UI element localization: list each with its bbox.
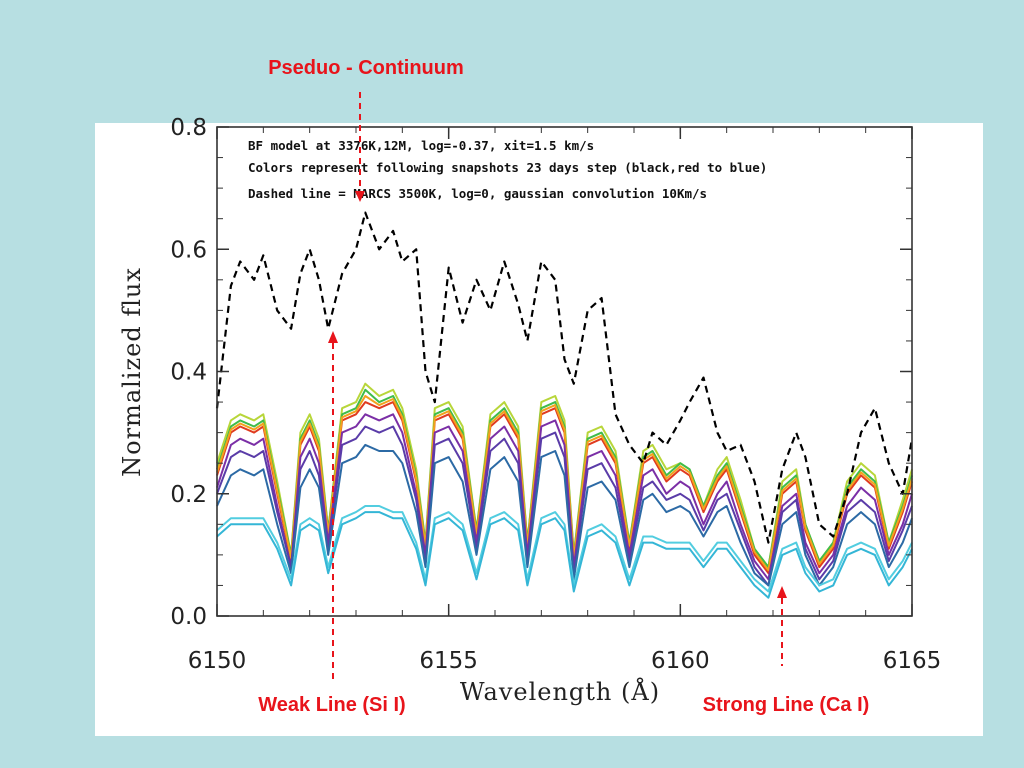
x-tick-label: 6150 [188,648,247,674]
callout-weak-line-arrowhead [328,331,338,343]
callout-weak-line: Weak Line (Si I) [258,694,405,716]
series-line-7 [216,443,913,587]
callout-pseudo-continuum-arrowhead [355,191,365,202]
x-tick-label: 6165 [883,648,942,674]
y-tick-label: 0.4 [170,360,207,386]
series-layer [215,211,914,599]
x-tick-label: 6155 [419,648,478,674]
series-line-5 [216,413,913,581]
series-line-6 [216,425,913,587]
annotation-block: BF model at 3376K,12M, log=-0.37, xit=1.… [248,138,767,201]
x-tick-label: 6160 [651,648,710,674]
series-line-8 [216,505,913,593]
series-line-dashed [215,211,914,544]
callout-pseudo-continuum: Pseduo - Continuum [268,57,464,79]
callout-strong-line-arrowhead [777,586,787,598]
y-tick-label: 0.6 [170,237,207,263]
series-line-4 [216,395,913,572]
annotation-line-3: Dashed line = MARCS 3500K, log=0, gaussi… [248,186,707,201]
y-tick-label: 0.2 [170,482,207,508]
series-line-9 [216,511,913,599]
x-axis-title: Wavelength (Å) [460,677,660,706]
y-axis-title: Normalized flux [118,267,146,477]
y-tick-label: 0.8 [170,115,207,141]
callout-strong-line: Strong Line (Ca I) [703,694,870,716]
y-tick-label: 0.0 [170,604,207,630]
annotation-line-2: Colors represent following snapshots 23 … [248,160,767,175]
ticks-layer: 0.0 0.2 0.4 0.6 0.8 6150 6155 6160 6165 [170,115,941,674]
annotation-line-1: BF model at 3376K,12M, log=-0.37, xit=1.… [248,138,594,153]
